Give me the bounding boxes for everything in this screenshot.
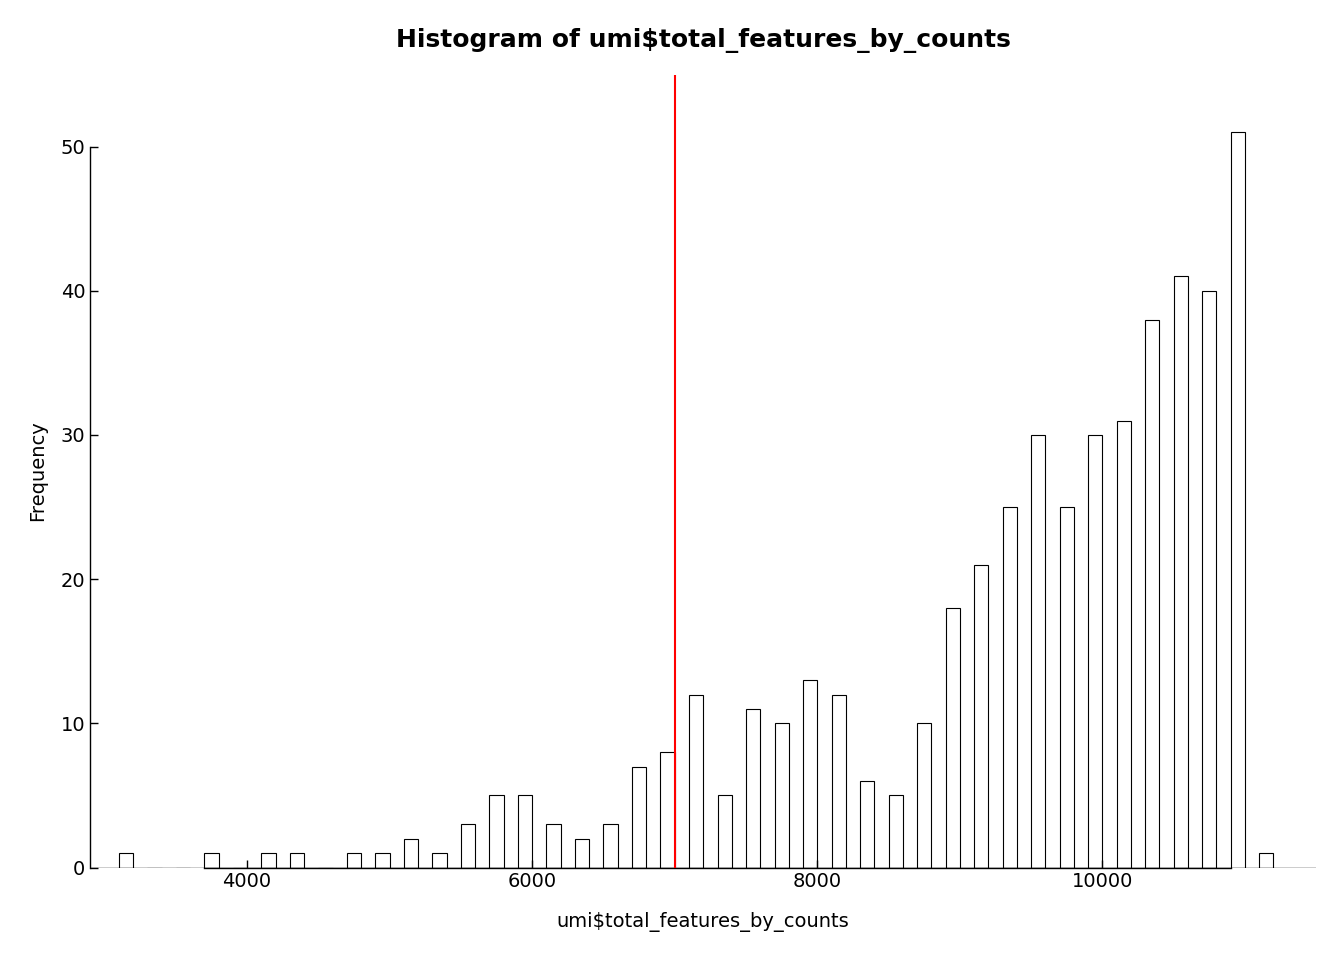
Bar [603, 825, 618, 868]
Bar [547, 825, 560, 868]
Bar [1145, 320, 1160, 868]
Bar [746, 708, 761, 868]
Bar [575, 839, 589, 868]
Bar [118, 853, 133, 868]
Bar [204, 853, 219, 868]
Bar [1089, 435, 1102, 868]
Bar [1031, 435, 1046, 868]
Title: Histogram of umi$total_features_by_counts: Histogram of umi$total_features_by_count… [396, 28, 1011, 53]
Bar [718, 796, 731, 868]
Bar [290, 853, 304, 868]
Bar [632, 767, 646, 868]
Bar [261, 853, 276, 868]
Bar [917, 723, 931, 868]
Bar [689, 694, 703, 868]
Bar [946, 608, 960, 868]
Y-axis label: Frequency: Frequency [28, 420, 47, 521]
Bar [489, 796, 504, 868]
Bar [832, 694, 845, 868]
Bar [405, 839, 418, 868]
Bar [1259, 853, 1274, 868]
Bar [774, 723, 789, 868]
Bar [660, 753, 675, 868]
Bar [860, 781, 875, 868]
Bar [888, 796, 903, 868]
Bar [1173, 276, 1188, 868]
Bar [802, 680, 817, 868]
Bar [1003, 507, 1017, 868]
Bar [1117, 420, 1130, 868]
Bar [1231, 132, 1245, 868]
Bar [517, 796, 532, 868]
Bar [461, 825, 476, 868]
Bar [1059, 507, 1074, 868]
Bar [433, 853, 446, 868]
X-axis label: umi$total_features_by_counts: umi$total_features_by_counts [556, 912, 849, 932]
Bar [347, 853, 362, 868]
Bar [1202, 291, 1216, 868]
Bar [375, 853, 390, 868]
Bar [974, 564, 988, 868]
